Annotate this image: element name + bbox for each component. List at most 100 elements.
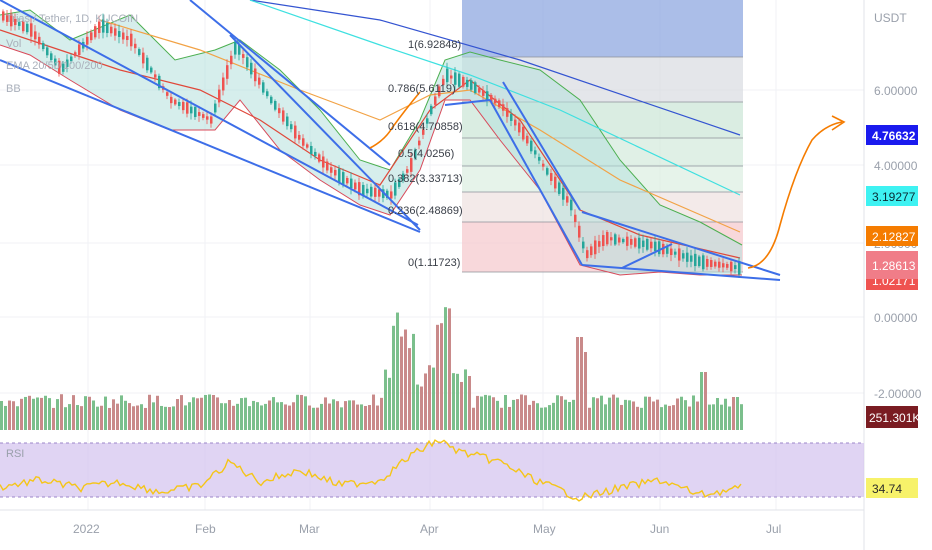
volume-bar-bear (636, 406, 639, 430)
candle-bear (670, 248, 673, 256)
volume-bar-bear (404, 329, 407, 430)
candle-bull (314, 151, 317, 157)
candle-bear (186, 102, 189, 114)
candle-bull (674, 251, 677, 255)
candle-bear (142, 52, 145, 64)
volume-bar-bull (312, 407, 315, 430)
volume-bar-bull (220, 403, 223, 430)
projection-arrow-future (747, 121, 843, 269)
candle-bull (430, 105, 433, 115)
volume-bar-bull (152, 402, 155, 430)
volume-bar-bull (616, 397, 619, 430)
volume-bar-bear (268, 400, 271, 430)
volume-bar-bear (376, 405, 379, 430)
volume-bar-bear (688, 406, 691, 430)
volume-bar-bull (608, 397, 611, 430)
candle-bull (350, 178, 353, 189)
volume-bar-bull (164, 406, 167, 430)
volume-bar-bear (168, 407, 171, 430)
ema-orange-badge-bg (866, 226, 918, 246)
candle-bull (458, 73, 461, 87)
candle-bear (354, 182, 357, 190)
candle-bull (538, 156, 541, 161)
candle-bear (74, 52, 77, 57)
volume-bar-bear (292, 402, 295, 430)
volume-bar-bull (392, 325, 395, 430)
volume-bar-bear (560, 396, 563, 430)
volume-bar-bull (552, 402, 555, 430)
volume-bar-bear (40, 397, 43, 430)
candle-bear (58, 60, 61, 74)
candle-bear (258, 77, 261, 85)
volume-bar-bull (4, 405, 7, 430)
volume-bar-bear (52, 407, 55, 430)
volume-bar-bear (428, 365, 431, 430)
candle-bear (206, 116, 209, 120)
volume-bar-bear (648, 396, 651, 430)
ema-orange-badge: 2.12827 (872, 230, 916, 244)
price-tick: 0.00000 (874, 311, 918, 325)
candle-bear (218, 89, 221, 103)
candle-bear (418, 140, 421, 146)
candle-bear (122, 32, 125, 40)
legend: Trias / Tether, 1D, KUCOIN Vol EMA 20/50… (6, 13, 138, 95)
candle-bull (286, 116, 289, 127)
candle-bear (282, 110, 285, 122)
indicator-vol: Vol (6, 38, 21, 50)
volume-bar-bull (124, 400, 127, 430)
volume-bar-bull (660, 407, 663, 430)
time-label: Mar (299, 522, 320, 536)
volume-bar-bull (628, 400, 631, 430)
volume-bar-bull (712, 404, 715, 430)
volume-bar-bear (368, 405, 371, 430)
volume-bar-bull (412, 333, 415, 430)
indicator-ema: EMA 20/50/100/200 (6, 60, 103, 72)
candle-bear (294, 125, 297, 139)
volume-bar-bull (340, 407, 343, 430)
volume-bar-bear (632, 401, 635, 430)
candle-bear (506, 108, 509, 117)
candle-bear (726, 264, 729, 268)
last-price-badge: 1.28613 (872, 259, 916, 273)
candle-bear (110, 26, 113, 34)
candle-bull (118, 31, 121, 37)
candle-bull (698, 256, 701, 267)
candle-bull (454, 72, 457, 85)
volume-bar-bull (0, 400, 3, 430)
candle-bull (290, 124, 293, 130)
volume-bar-bull (600, 395, 603, 430)
time-label: Apr (420, 522, 439, 536)
candle-bull (646, 239, 649, 250)
candle-bear (6, 14, 9, 22)
candle-bull (682, 253, 685, 259)
volume-bar-bear (336, 401, 339, 430)
candle-bear (434, 96, 437, 105)
volume-bar-bull (464, 369, 467, 430)
volume-bar-bear (696, 401, 699, 430)
candle-bear (90, 32, 93, 41)
trendline-decline-2 (502, 81, 581, 211)
candle-bear (174, 99, 177, 105)
ema-200 (249, 0, 741, 136)
time-axis[interactable]: 2022 Feb Mar Apr May Jun Jul (73, 522, 781, 536)
candle-bear (610, 237, 613, 241)
volume-badge-bg (866, 406, 918, 428)
candle-bull (54, 58, 57, 66)
volume-bar-bear (80, 406, 83, 430)
wedge-bottom (581, 264, 781, 281)
volume-bar-bull (304, 396, 307, 430)
candle-bull (474, 82, 477, 94)
volume-bar-bull (644, 396, 647, 430)
volume-bar-bull (540, 407, 543, 430)
candle-bear (462, 76, 465, 87)
volume-bar-bear (232, 405, 235, 430)
candle-bull (214, 103, 217, 113)
candle-bear (618, 237, 621, 243)
trendline-lower (0, 59, 421, 233)
candle-bull (46, 47, 49, 56)
volume-bar-bull (388, 377, 391, 430)
volume-bar-bear (156, 395, 159, 430)
candle-bear (134, 43, 137, 49)
volume-bar-bear (216, 397, 219, 430)
